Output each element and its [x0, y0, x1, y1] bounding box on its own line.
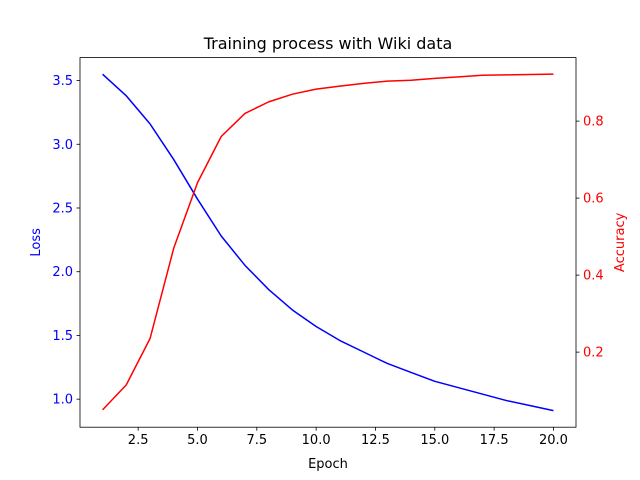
- x-axis-label: Epoch: [308, 457, 348, 472]
- left-tick-label: 1.5: [52, 329, 73, 344]
- x-tick-label: 12.5: [361, 433, 390, 448]
- chart-title: Training process with Wiki data: [203, 34, 453, 53]
- right-tick-label: 0.6: [583, 192, 604, 207]
- x-tick-label: 17.5: [480, 433, 509, 448]
- left-axis-ticks: 1.0 1.5 2.0 2.5 3.0 3.5: [52, 74, 80, 408]
- right-tick-label: 0.2: [583, 346, 604, 361]
- x-tick-label: 10.0: [302, 433, 331, 448]
- left-tick-label: 1.0: [52, 393, 73, 408]
- plot-frame: [79, 57, 577, 428]
- left-tick-label: 2.5: [52, 201, 73, 216]
- left-tick-label: 3.5: [52, 74, 73, 89]
- x-axis-ticks: 2.5 5.0 7.5 10.0 12.5 15.0 17.5 20.0: [128, 427, 568, 448]
- left-tick-label: 2.0: [52, 265, 73, 280]
- x-tick-label: 2.5: [128, 433, 149, 448]
- right-axis-ticks: 0.2 0.4 0.6 0.8: [576, 115, 604, 361]
- left-axis-label: Loss: [29, 228, 44, 257]
- right-tick-label: 0.8: [583, 115, 604, 130]
- x-tick-label: 15.0: [420, 433, 449, 448]
- series-layer: [102, 73, 554, 412]
- accuracy-line: [102, 73, 554, 411]
- right-axis-label: Accuracy: [613, 212, 628, 272]
- loss-line: [102, 73, 554, 412]
- x-tick-label: 20.0: [539, 433, 568, 448]
- left-tick-label: 3.0: [52, 138, 73, 153]
- right-tick-label: 0.4: [583, 269, 604, 284]
- x-tick-label: 7.5: [246, 433, 267, 448]
- x-tick-label: 5.0: [187, 433, 208, 448]
